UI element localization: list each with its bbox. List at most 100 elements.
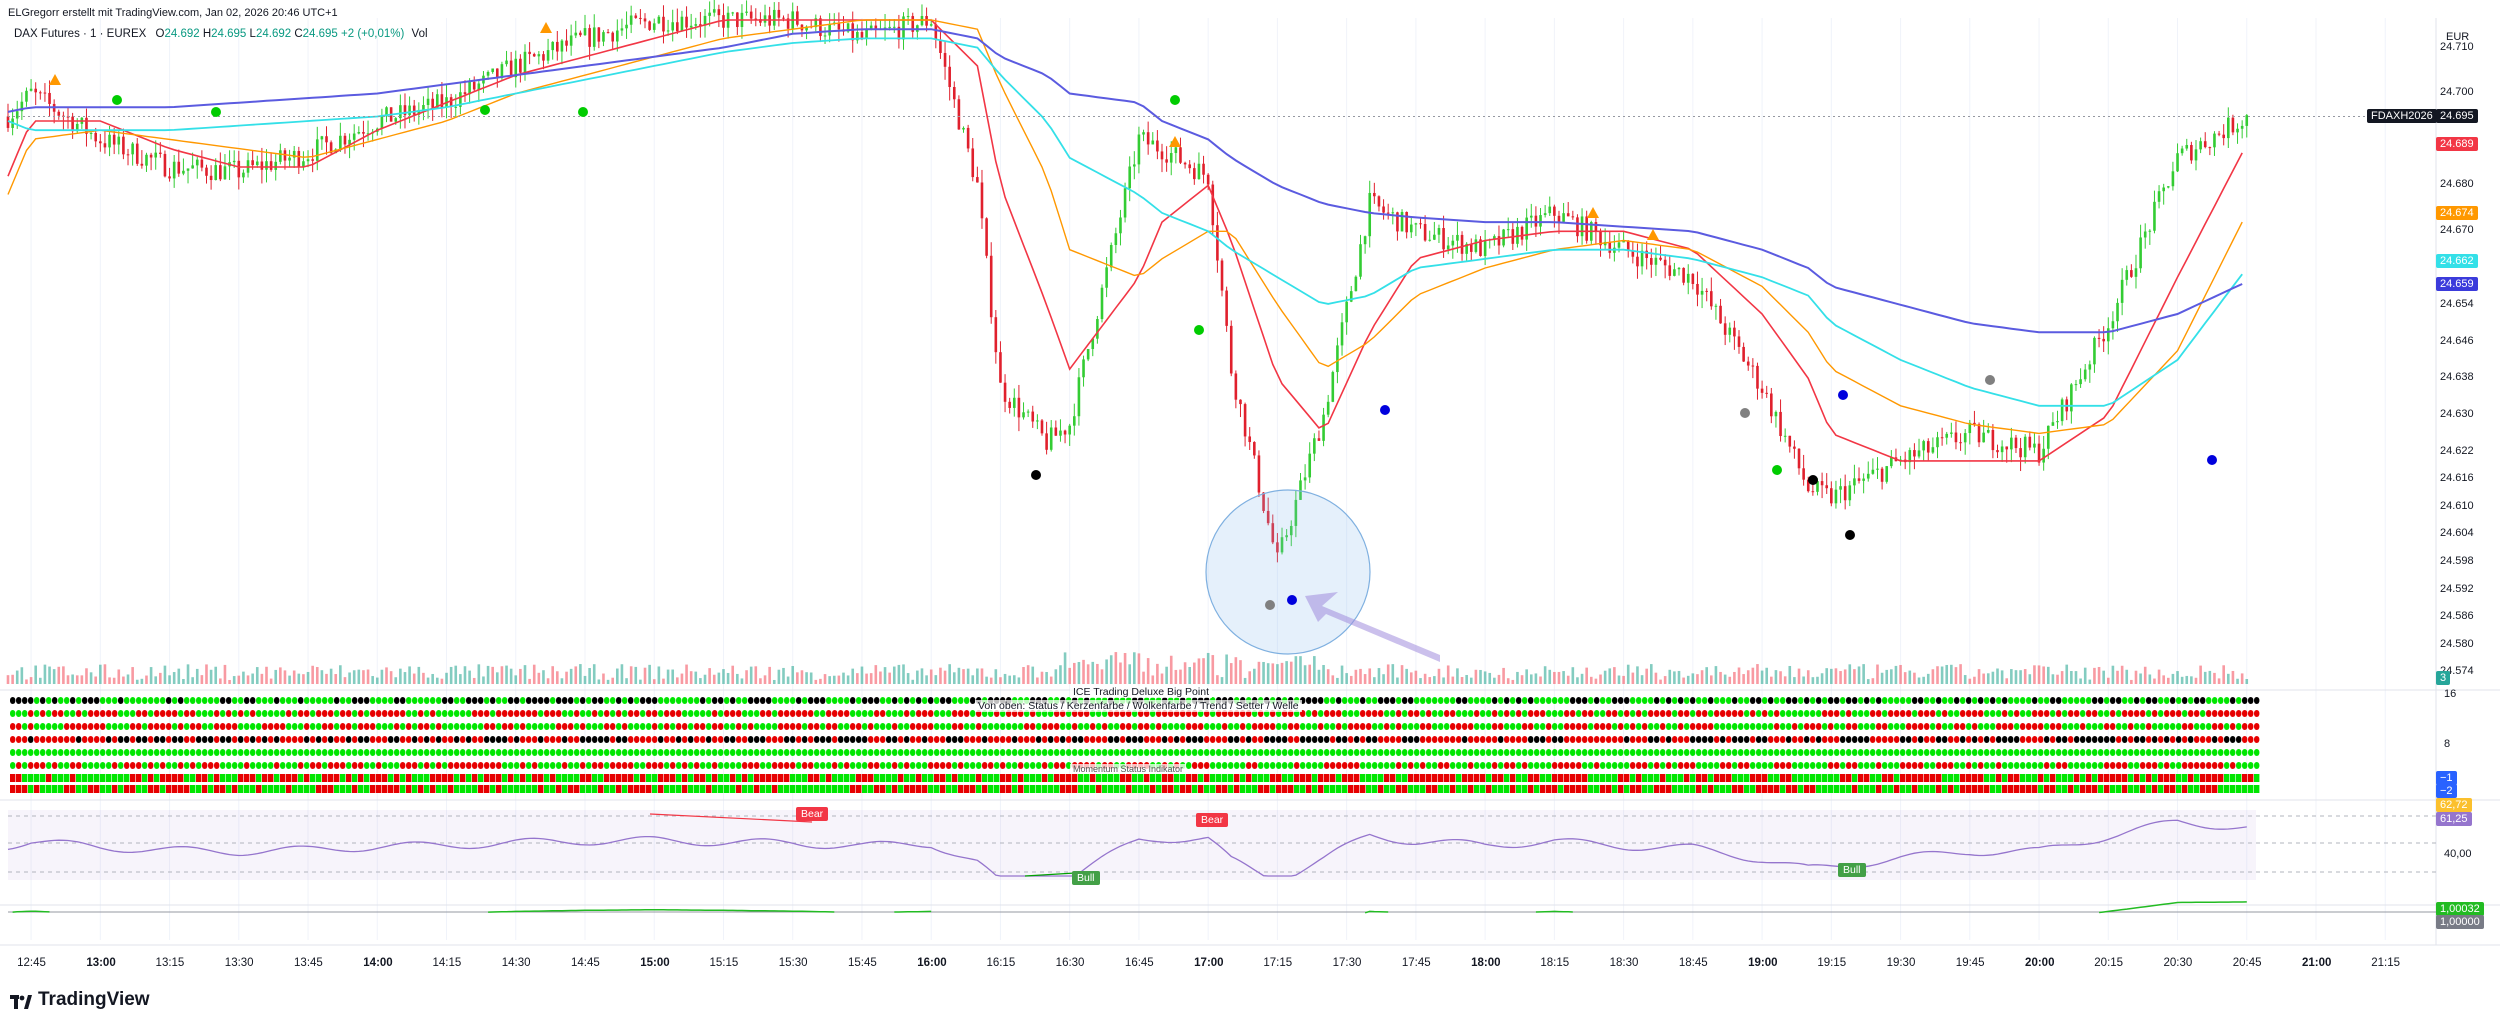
- bigpoint-cell: [952, 710, 958, 717]
- bigpoint-cell: [1690, 723, 1696, 730]
- bigpoint-cell: [1696, 762, 1702, 769]
- momentum-cell: [28, 774, 34, 782]
- bigpoint-cell: [1462, 697, 1468, 704]
- volume-bar: [1239, 660, 1242, 684]
- bigpoint-cell: [802, 697, 808, 704]
- volume-bar: [754, 666, 758, 684]
- momentum-cell: [1660, 785, 1666, 793]
- bigpoint-cell: [970, 723, 976, 730]
- bigpoint-cell: [172, 697, 178, 704]
- momentum-cell: [1738, 774, 1744, 782]
- candle-body: [1945, 433, 1949, 438]
- volume-bar: [168, 675, 171, 684]
- volume-bar: [2037, 665, 2041, 684]
- bigpoint-cell: [46, 697, 52, 704]
- bigpoint-cell: [1582, 749, 1588, 756]
- volume-bar: [1926, 673, 1930, 684]
- candle-body: [1442, 228, 1445, 250]
- volume-bar: [1313, 656, 1316, 684]
- bigpoint-cell: [1174, 736, 1180, 743]
- momentum-cell: [838, 785, 844, 793]
- candle-body: [754, 18, 758, 20]
- bigpoint-cell: [1762, 710, 1768, 717]
- momentum-cell: [292, 774, 298, 782]
- bigpoint-cell: [1294, 723, 1300, 730]
- bigpoint-cell: [1894, 697, 1900, 704]
- momentum-cell: [460, 785, 466, 793]
- bigpoint-cell: [634, 749, 640, 756]
- momentum-cell: [652, 774, 658, 782]
- momentum-cell: [2212, 774, 2218, 782]
- momentum-cell: [2134, 774, 2140, 782]
- volume-bar: [126, 674, 130, 684]
- bigpoint-cell: [352, 723, 358, 730]
- volume-bar: [2065, 664, 2069, 684]
- volume-bar: [495, 672, 499, 684]
- bigpoint-cell: [922, 697, 928, 704]
- volume-bar: [172, 672, 176, 684]
- momentum-cell: [2086, 785, 2092, 793]
- bigpoint-cell: [616, 723, 622, 730]
- momentum-cell: [1168, 785, 1174, 793]
- momentum-cell: [94, 774, 100, 782]
- currency-label[interactable]: EUR: [2446, 31, 2470, 43]
- bigpoint-cell: [1210, 749, 1216, 756]
- bigpoint-cell: [2056, 749, 2062, 756]
- momentum-cell: [76, 774, 82, 782]
- bigpoint-cell: [712, 723, 718, 730]
- candle-body: [334, 149, 338, 154]
- bigpoint-cell: [1264, 723, 1270, 730]
- bigpoint-cell: [1600, 736, 1606, 743]
- candle-body: [1640, 250, 1644, 267]
- momentum-cell: [682, 774, 688, 782]
- momentum-cell: [1498, 774, 1504, 782]
- bigpoint-cell: [1024, 749, 1030, 756]
- momentum-cell: [34, 774, 40, 782]
- volume-bar: [1613, 667, 1616, 684]
- symbol-legend[interactable]: DAX Futures · 1 · EUREX O24.692 H24.695 …: [14, 28, 428, 40]
- bigpoint-cell: [2110, 723, 2116, 730]
- volume-bar: [1294, 656, 1298, 684]
- candle-body: [1225, 290, 1228, 326]
- bigpoint-cell: [796, 749, 802, 756]
- momentum-cell: [1288, 774, 1294, 782]
- symbol-name[interactable]: DAX Futures · 1 · EUREX: [14, 28, 147, 40]
- bigpoint-cell: [328, 697, 334, 704]
- momentum-cell: [1726, 774, 1732, 782]
- bigpoint-cell: [1096, 723, 1102, 730]
- volume-bar: [2079, 678, 2082, 684]
- momentum-cell: [2062, 785, 2068, 793]
- volume-bar: [1285, 661, 1288, 684]
- bigpoint-cell: [1990, 723, 1996, 730]
- tradingview-logo[interactable]: TradingView: [10, 989, 150, 1011]
- bigpoint-cell: [964, 749, 970, 756]
- candle-body: [1114, 233, 1118, 245]
- volume-bar: [325, 673, 328, 684]
- bigpoint-cell: [52, 697, 58, 704]
- bigpoint-cell: [322, 710, 328, 717]
- momentum-cell: [1786, 774, 1792, 782]
- bigpoint-cell: [2074, 723, 2080, 730]
- momentum-cell: [400, 774, 406, 782]
- bigpoint-cell: [1714, 762, 1720, 769]
- bigpoint-cell: [1828, 762, 1834, 769]
- momentum-cell: [976, 785, 982, 793]
- candle-body: [94, 132, 98, 142]
- bigpoint-cell: [1450, 697, 1456, 704]
- signal-dot: [1170, 95, 1180, 105]
- bigpoint-cell: [970, 697, 976, 704]
- bigpoint-cell: [1606, 736, 1612, 743]
- bigpoint-cell: [1102, 749, 1108, 756]
- bigpoint-cell: [34, 762, 40, 769]
- bigpoint-cell: [1390, 736, 1396, 743]
- bigpoint-cell: [604, 736, 610, 743]
- bigpoint-cell: [1480, 697, 1486, 704]
- candle-body: [722, 15, 725, 28]
- momentum-cell: [400, 785, 406, 793]
- momentum-cell: [760, 774, 766, 782]
- bigpoint-cell: [1738, 736, 1744, 743]
- bigpoint-cell: [1540, 749, 1546, 756]
- candle-body: [1977, 424, 1981, 443]
- bigpoint-cell: [2164, 736, 2170, 743]
